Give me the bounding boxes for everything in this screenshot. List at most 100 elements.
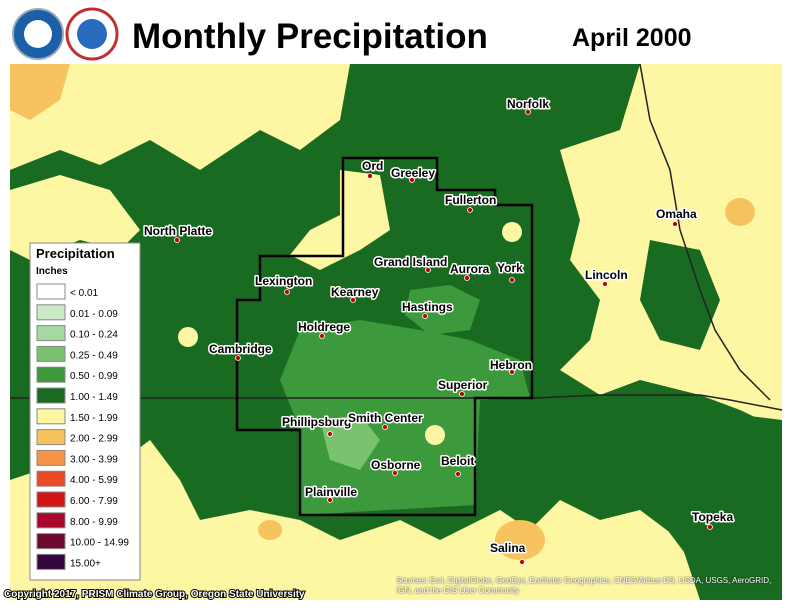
region (725, 198, 755, 226)
region (405, 285, 480, 335)
nws-logo-inner (77, 19, 107, 49)
state-boundary (10, 394, 783, 411)
legend-label: 0.10 - 0.24 (70, 330, 118, 341)
legend-units: Inches (36, 266, 68, 277)
legend-swatch (36, 470, 66, 487)
state-boundary (639, 63, 771, 401)
legend-label: 3.00 - 3.99 (70, 454, 118, 465)
region (660, 410, 782, 600)
sources: Sources: Esri, DigitalGlobe, GeoEye, Ear… (396, 576, 772, 595)
city-label: Hebron (490, 358, 532, 372)
legend-swatch (36, 366, 66, 383)
region (495, 520, 545, 560)
city-dot (467, 207, 473, 213)
city-label: Greeley (391, 166, 435, 180)
city-label: Topeka (692, 510, 733, 524)
legend-label: 1.50 - 1.99 (70, 413, 118, 424)
city-label: Omaha (656, 207, 697, 221)
city-label: North Platte (144, 224, 212, 238)
city-dot (367, 173, 373, 179)
legend-swatch (36, 325, 66, 342)
city-dot (382, 424, 388, 430)
legend-swatch (36, 512, 66, 529)
city-label: Salina (490, 541, 526, 555)
region (290, 170, 390, 270)
city-dot (174, 237, 180, 243)
legend-label: 6.00 - 7.99 (70, 496, 118, 507)
legend-label: 0.50 - 0.99 (70, 371, 118, 382)
city-label: Hastings (402, 300, 453, 314)
legend-label: 4.00 - 5.99 (70, 475, 118, 486)
region (320, 415, 380, 470)
region (425, 425, 445, 445)
region (10, 440, 700, 600)
city-dot (327, 431, 333, 437)
city-label: Kearney (331, 285, 379, 299)
region (258, 520, 282, 540)
city-label: Grand Island (374, 255, 447, 269)
city-dot (519, 559, 525, 565)
district-boundary (235, 156, 534, 517)
legend-swatch (36, 449, 66, 466)
city-dot (464, 275, 470, 281)
city-dot (235, 355, 241, 361)
city-label: Smith Center (348, 411, 423, 425)
legend-label: 0.25 - 0.49 (70, 350, 118, 361)
noaa-logo-inner (24, 20, 52, 48)
title: Monthly Precipitation (132, 17, 488, 56)
city-label: Osborne (371, 458, 421, 472)
city-label: Holdrege (298, 320, 350, 334)
region (640, 240, 720, 350)
legend-swatch (36, 533, 66, 550)
legend-label: 0.01 - 0.09 (70, 309, 118, 320)
city-dot (509, 369, 515, 375)
region (10, 64, 350, 170)
legend-label: 8.00 - 9.99 (70, 517, 118, 528)
date: April 2000 (572, 24, 692, 52)
city-label: Aurora (450, 262, 490, 276)
region (10, 175, 140, 260)
legend-swatch (36, 553, 66, 570)
city-label: Phillipsburg (282, 415, 351, 429)
sources-box: Sources: Esri, DigitalGlobe, GeoEye, Ear… (396, 576, 772, 595)
city-dot (350, 297, 356, 303)
city-label: Norfolk (507, 97, 549, 111)
city-label: Superior (438, 378, 488, 392)
city-dot (392, 470, 398, 476)
legend-label: 2.00 - 2.99 (70, 434, 118, 445)
city-dot (455, 471, 461, 477)
legend-label: 1.00 - 1.49 (70, 392, 118, 403)
city-dot (422, 313, 428, 319)
region (680, 100, 740, 160)
city-label: Cambridge (209, 342, 272, 356)
legend-swatch (36, 283, 66, 300)
city-dot (525, 109, 531, 115)
city-dot (707, 524, 713, 530)
city-dot (672, 221, 678, 227)
city-dot (425, 267, 431, 273)
legend-swatch (36, 408, 66, 425)
city-dot (459, 391, 465, 397)
city-label: Plainville (305, 485, 357, 499)
legend-label: 15.00+ (70, 558, 101, 569)
city-dot (284, 289, 290, 295)
region (502, 222, 522, 242)
legend-swatch (36, 304, 66, 321)
city-label: Lincoln (585, 268, 628, 282)
city-label: Ord (362, 159, 383, 173)
legend: Precipitation Inches < 0.01 0.01 - 0.09 0.… (29, 242, 141, 581)
cities: Norfolk Ord Greeley Fullerton Omaha North Pla… (143, 96, 735, 565)
city-dot (602, 281, 608, 287)
city-label: York (497, 261, 523, 275)
legend-swatch (36, 491, 66, 508)
legend-swatch (36, 345, 66, 362)
city-label: Lexington (255, 274, 312, 288)
region (280, 320, 530, 515)
copyright: Copyright 2017, PRISM Climate Group, Ore… (4, 589, 305, 600)
legend-label: 10.00 - 14.99 (70, 538, 129, 549)
region (178, 327, 198, 347)
city-label: Fullerton (445, 193, 496, 207)
legend-swatch (36, 387, 66, 404)
legend-label: < 0.01 (70, 288, 99, 299)
